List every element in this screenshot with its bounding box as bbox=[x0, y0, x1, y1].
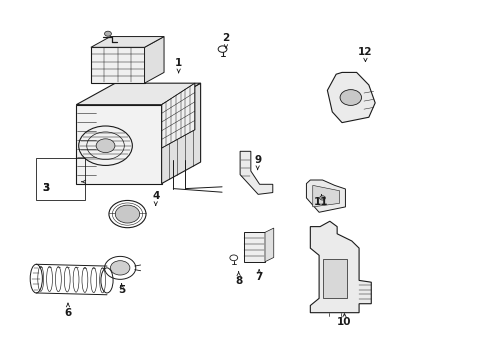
Circle shape bbox=[110, 261, 130, 275]
Text: 11: 11 bbox=[314, 197, 328, 207]
Polygon shape bbox=[310, 221, 370, 313]
Bar bbox=[243, 232, 264, 262]
Text: 1: 1 bbox=[175, 58, 182, 68]
Text: 9: 9 bbox=[254, 155, 261, 165]
Text: 3: 3 bbox=[42, 183, 49, 193]
Polygon shape bbox=[240, 151, 272, 194]
Text: 2: 2 bbox=[222, 33, 229, 43]
Polygon shape bbox=[327, 72, 374, 123]
Polygon shape bbox=[306, 180, 345, 212]
Polygon shape bbox=[312, 185, 339, 207]
Text: 3: 3 bbox=[42, 183, 49, 193]
Circle shape bbox=[319, 196, 325, 200]
Polygon shape bbox=[91, 37, 163, 47]
Bar bbox=[36, 158, 84, 200]
Polygon shape bbox=[161, 83, 194, 148]
Polygon shape bbox=[264, 228, 273, 262]
Circle shape bbox=[339, 90, 361, 105]
Polygon shape bbox=[76, 105, 161, 184]
Text: 6: 6 bbox=[64, 308, 71, 318]
Text: 7: 7 bbox=[255, 272, 262, 282]
Circle shape bbox=[96, 139, 115, 153]
Polygon shape bbox=[144, 37, 163, 83]
Text: 5: 5 bbox=[118, 285, 125, 296]
Polygon shape bbox=[161, 83, 200, 184]
Polygon shape bbox=[322, 259, 346, 298]
Polygon shape bbox=[76, 83, 200, 105]
Circle shape bbox=[104, 31, 111, 36]
Text: 4: 4 bbox=[152, 191, 159, 201]
Text: 8: 8 bbox=[235, 276, 242, 286]
Text: 10: 10 bbox=[337, 317, 351, 327]
Polygon shape bbox=[91, 47, 144, 83]
Text: 12: 12 bbox=[357, 46, 372, 57]
Circle shape bbox=[115, 205, 140, 223]
